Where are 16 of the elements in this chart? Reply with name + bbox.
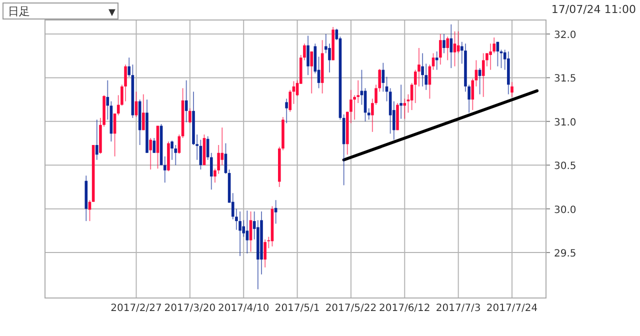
dropdown: 日足 ▼ bbox=[2, 2, 118, 20]
x-tick-label: 2017/5/1 bbox=[274, 303, 320, 314]
y-tick-label: 29.5 bbox=[554, 248, 576, 260]
x-tick-label: 2017/6/12 bbox=[379, 303, 430, 314]
y-tick-label: 31.5 bbox=[554, 74, 576, 85]
x-tick-label: 2017/7/24 bbox=[486, 303, 538, 314]
y-tick-label: 30.5 bbox=[554, 161, 576, 172]
x-tick-label: 2017/7/3 bbox=[436, 303, 481, 314]
x-tick-label: 2017/2/27 bbox=[110, 303, 162, 314]
text: 17/07/24 11:00 bbox=[551, 3, 636, 16]
x-tick-label: 2017/4/10 bbox=[218, 303, 270, 314]
x-tick-label: 2017/3/20 bbox=[164, 303, 216, 314]
y-tick-label: 31.0 bbox=[554, 117, 576, 128]
y-tick-label: 32.0 bbox=[554, 30, 576, 41]
x-tick-label: 2017/5/22 bbox=[325, 303, 377, 314]
y-tick-label: 30.0 bbox=[554, 204, 576, 216]
